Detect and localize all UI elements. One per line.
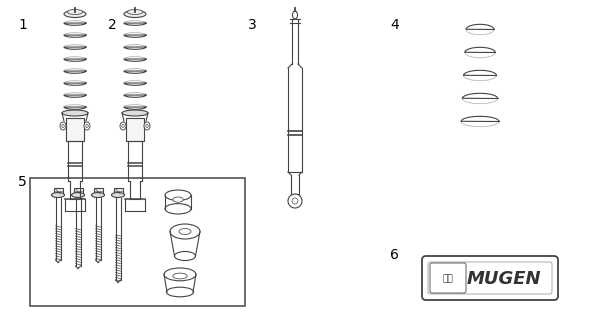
Ellipse shape [170,224,200,239]
Ellipse shape [112,193,125,197]
Ellipse shape [62,124,64,127]
Ellipse shape [86,124,88,127]
Bar [113,188,122,195]
Circle shape [292,198,298,204]
Ellipse shape [179,228,191,235]
Ellipse shape [120,122,126,130]
Ellipse shape [145,200,153,206]
Ellipse shape [124,11,146,18]
Ellipse shape [57,200,65,206]
Ellipse shape [64,11,86,18]
Ellipse shape [173,197,183,202]
Ellipse shape [146,124,148,127]
Text: 4: 4 [390,18,399,32]
Ellipse shape [165,190,191,200]
Text: MUGEN: MUGEN [467,270,541,288]
Ellipse shape [166,287,194,297]
Ellipse shape [122,110,148,116]
Ellipse shape [165,204,191,214]
Ellipse shape [144,122,150,130]
Text: 6: 6 [390,248,399,262]
Ellipse shape [175,252,196,260]
Ellipse shape [91,193,104,197]
Ellipse shape [71,193,85,197]
FancyBboxPatch shape [430,263,466,293]
Ellipse shape [88,202,91,204]
Ellipse shape [85,200,93,206]
Text: 1: 1 [18,18,27,32]
FancyBboxPatch shape [126,118,144,141]
Text: 5: 5 [18,175,27,189]
Ellipse shape [60,122,66,130]
Text: 無限: 無限 [443,275,454,284]
Ellipse shape [164,268,196,281]
Ellipse shape [148,202,151,204]
Ellipse shape [119,202,122,204]
Ellipse shape [173,273,187,279]
Ellipse shape [62,110,88,116]
Text: 3: 3 [248,18,257,32]
Bar [53,188,62,195]
Ellipse shape [293,11,298,19]
Bar [94,188,103,195]
Text: 2: 2 [108,18,117,32]
Ellipse shape [84,122,90,130]
Bar [74,188,83,195]
FancyBboxPatch shape [422,256,558,300]
Circle shape [288,194,302,208]
FancyBboxPatch shape [66,118,84,141]
Ellipse shape [67,10,83,14]
Bar [30,178,245,306]
Ellipse shape [52,193,65,197]
Ellipse shape [59,202,62,204]
Ellipse shape [122,124,124,127]
Ellipse shape [127,10,143,14]
Ellipse shape [117,200,125,206]
